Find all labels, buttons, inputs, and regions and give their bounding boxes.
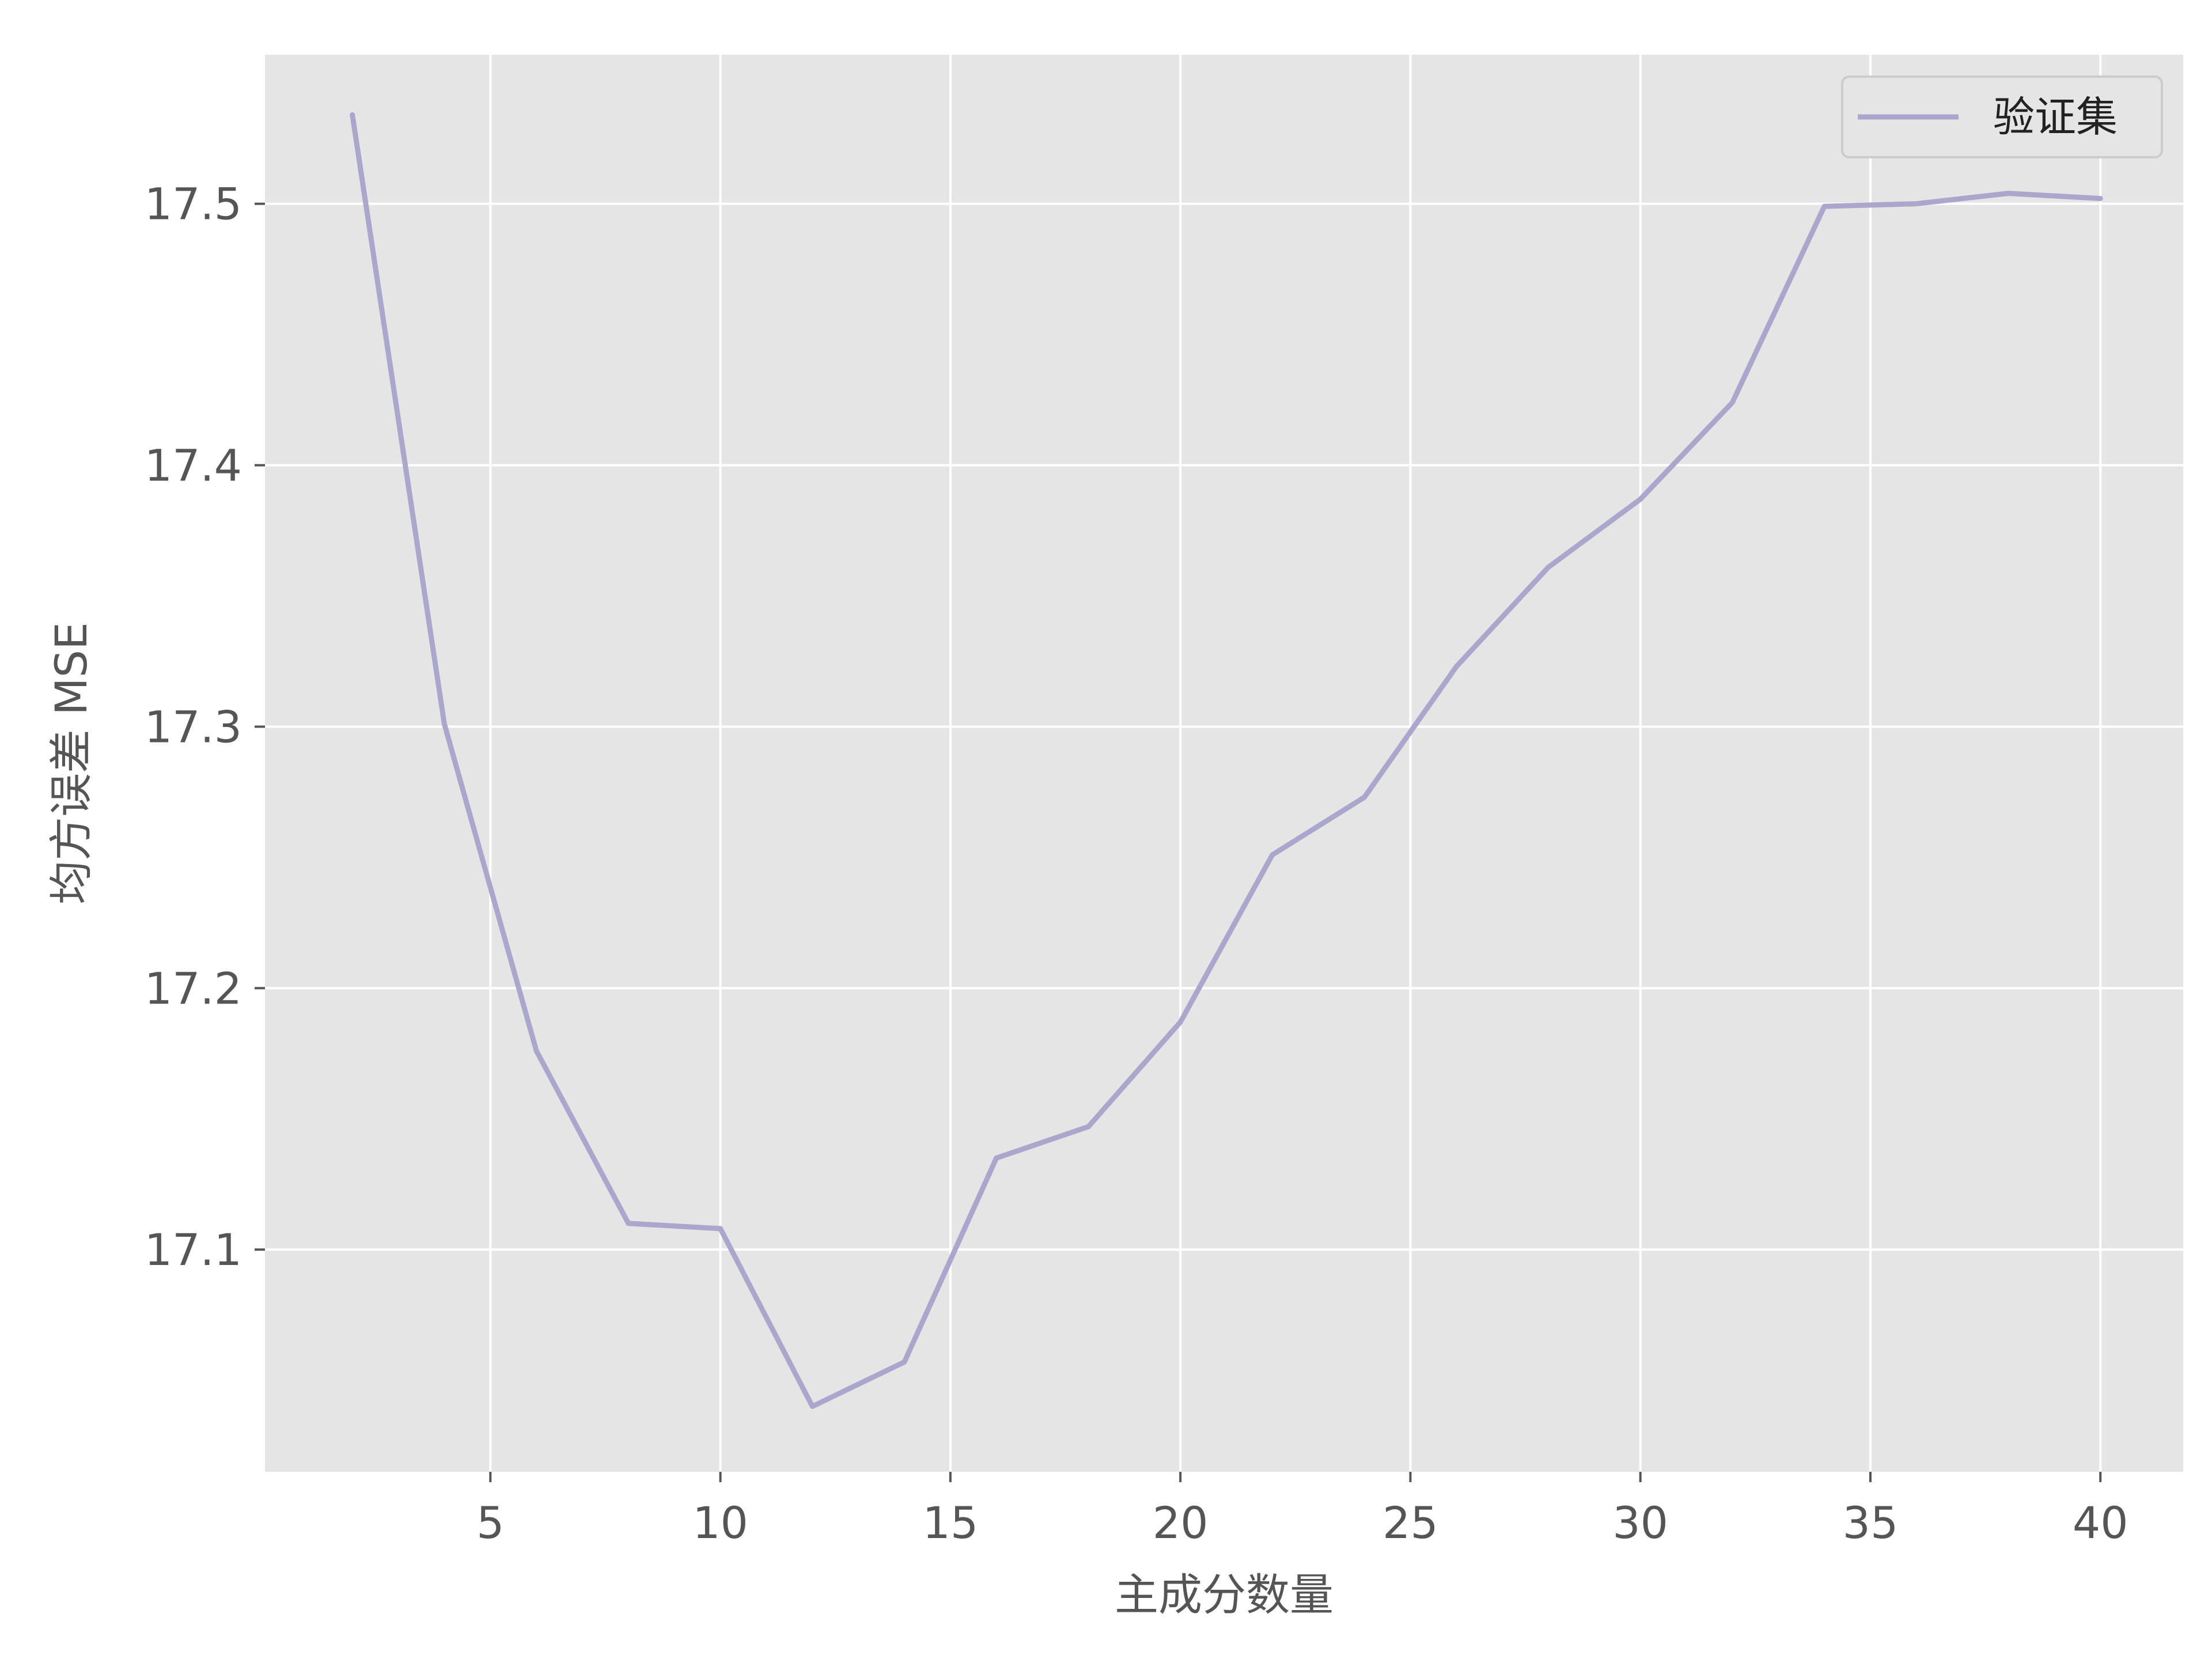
y-tick-label: 17.4 [145, 440, 242, 491]
y-tick-label: 17.1 [145, 1224, 242, 1275]
series-line-validation [350, 112, 2103, 1409]
y-tick-label: 17.3 [145, 701, 242, 752]
x-tick-label: 35 [1843, 1497, 1899, 1548]
legend-label: 验证集 [1993, 93, 2118, 141]
x-tick-label: 10 [692, 1497, 748, 1548]
plot-area [265, 55, 2183, 1472]
x-tick-label: 20 [1153, 1497, 1209, 1548]
y-tick-label: 17.2 [145, 963, 242, 1014]
y-axis: 17.1 17.2 17.3 17.4 17.5 [145, 179, 265, 1275]
x-axis: 5 10 15 20 25 30 35 40 [476, 1472, 2128, 1548]
y-axis-label: 均方误差 MSE [46, 622, 97, 904]
x-tick-label: 25 [1382, 1497, 1438, 1548]
x-axis-label: 主成分数量 [1115, 1569, 1334, 1620]
x-tick-label: 40 [2073, 1497, 2128, 1548]
legend: 验证集 [1841, 75, 2163, 158]
x-tick-label: 30 [1612, 1497, 1668, 1548]
x-tick-label: 5 [476, 1497, 504, 1548]
legend-box [1841, 75, 2163, 158]
x-tick-label: 15 [922, 1497, 978, 1548]
series-layer [350, 112, 2103, 1409]
y-tick-label: 17.5 [145, 179, 242, 230]
